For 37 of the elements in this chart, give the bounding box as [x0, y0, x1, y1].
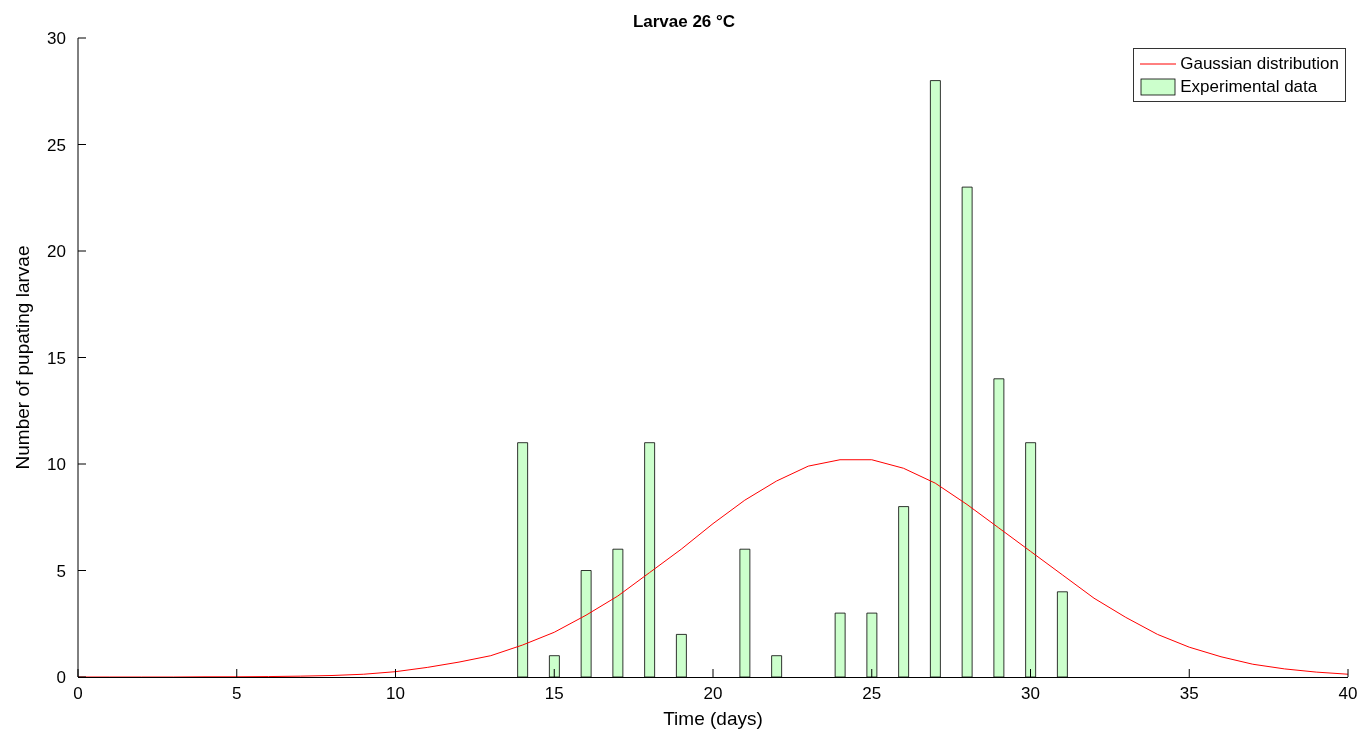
y-axis-title: Number of pupating larvae	[11, 245, 33, 470]
legend-label: Experimental data	[1180, 76, 1318, 98]
bar	[580, 570, 592, 677]
x-tick-label: 20	[703, 684, 723, 704]
bar	[866, 612, 878, 677]
bar	[929, 80, 941, 677]
y-tick-label: 10	[47, 455, 66, 475]
x-axis-title: Time (days)	[663, 708, 763, 729]
bar	[834, 612, 846, 677]
y-tick-label: 0	[56, 668, 66, 688]
x-tick-label: 15	[544, 684, 564, 704]
y-tick-label: 5	[56, 561, 66, 581]
bar	[1056, 591, 1068, 677]
y-tick-label: 25	[47, 135, 66, 155]
x-tick-label: 35	[1179, 684, 1199, 704]
bar	[961, 186, 973, 677]
chart-title: Larvae 26 °C	[632, 12, 736, 31]
bar	[898, 506, 910, 677]
bar	[771, 655, 783, 677]
bar	[1025, 442, 1037, 677]
y-tick-label: 20	[47, 242, 66, 262]
x-tick-label: 10	[386, 684, 405, 704]
y-tick-label: 30	[47, 29, 66, 49]
bar	[517, 442, 529, 677]
x-tick-label: 30	[1021, 684, 1040, 704]
y-tick-label: 15	[47, 348, 66, 368]
legend-label: Gaussian distribution	[1180, 53, 1339, 75]
bar	[548, 655, 560, 677]
bar	[739, 548, 751, 677]
x-tick-label: 25	[862, 684, 882, 704]
bar	[675, 634, 687, 677]
bar	[644, 442, 656, 677]
x-tick-label: 5	[232, 684, 242, 704]
x-tick-label: 0	[73, 684, 83, 704]
bar	[612, 548, 624, 677]
x-tick-label: 40	[1338, 684, 1358, 704]
bar	[993, 378, 1005, 677]
